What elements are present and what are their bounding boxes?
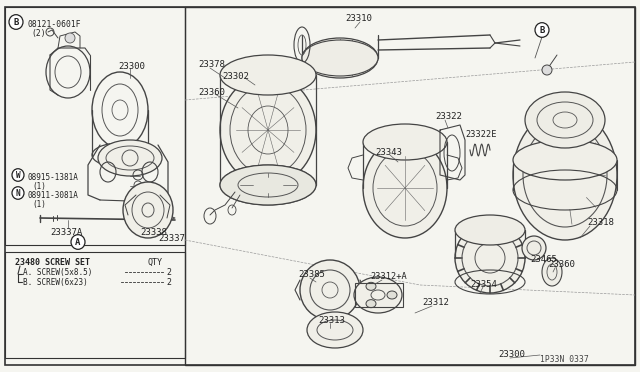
Ellipse shape [71, 235, 85, 249]
Text: B: B [13, 17, 19, 26]
Text: 23338: 23338 [140, 228, 167, 237]
Ellipse shape [12, 169, 24, 181]
Ellipse shape [98, 140, 162, 176]
Ellipse shape [354, 277, 402, 313]
Text: 23300: 23300 [498, 350, 525, 359]
Bar [5, 252, 185, 358]
Ellipse shape [302, 40, 378, 76]
Text: 08915-1381A: 08915-1381A [28, 173, 79, 182]
Text: 23480 SCREW SET: 23480 SCREW SET [15, 258, 90, 267]
Text: 23337A: 23337A [50, 228, 83, 237]
Ellipse shape [65, 33, 75, 43]
Text: 2: 2 [166, 278, 171, 287]
Ellipse shape [513, 140, 617, 180]
Text: 23385: 23385 [298, 270, 325, 279]
Text: 23302: 23302 [222, 72, 249, 81]
Text: 23310: 23310 [345, 14, 372, 23]
Text: 23313: 23313 [318, 316, 345, 325]
Text: 2: 2 [166, 268, 171, 277]
Text: 23360: 23360 [548, 260, 575, 269]
Text: 23300: 23300 [118, 62, 145, 71]
Ellipse shape [387, 291, 397, 299]
Ellipse shape [300, 260, 360, 320]
Text: 23360: 23360 [198, 88, 225, 97]
Ellipse shape [542, 65, 552, 75]
Text: 23312+A: 23312+A [370, 272, 407, 281]
Text: (2): (2) [31, 29, 45, 38]
Ellipse shape [123, 182, 173, 238]
Ellipse shape [525, 92, 605, 148]
Text: 23337: 23337 [158, 234, 185, 243]
Ellipse shape [363, 124, 447, 160]
Ellipse shape [522, 236, 546, 260]
Text: 23354: 23354 [470, 280, 497, 289]
Text: 08121-0601F: 08121-0601F [27, 20, 81, 29]
Ellipse shape [302, 38, 378, 78]
Ellipse shape [535, 23, 549, 37]
Text: 23318: 23318 [587, 218, 614, 227]
Ellipse shape [220, 165, 316, 205]
Text: 08911-3081A: 08911-3081A [28, 191, 79, 200]
Text: A: A [76, 237, 81, 247]
Ellipse shape [513, 110, 617, 240]
Ellipse shape [12, 187, 24, 199]
Ellipse shape [220, 75, 316, 185]
Ellipse shape [307, 312, 363, 348]
Ellipse shape [366, 282, 376, 290]
Text: 23322: 23322 [435, 112, 462, 121]
Bar [355, 283, 403, 307]
Text: QTY: QTY [148, 258, 163, 267]
Bar [185, 7, 635, 365]
Ellipse shape [220, 55, 316, 95]
Ellipse shape [9, 15, 23, 29]
Text: W: W [16, 170, 20, 180]
Text: N: N [16, 189, 20, 198]
Ellipse shape [220, 165, 316, 205]
Text: 23312: 23312 [422, 298, 449, 307]
Text: 23343: 23343 [375, 148, 402, 157]
Text: 23378: 23378 [198, 60, 225, 69]
Ellipse shape [363, 138, 447, 238]
Text: (1): (1) [32, 200, 46, 209]
Ellipse shape [366, 300, 376, 308]
Text: 23322E: 23322E [465, 130, 497, 139]
Ellipse shape [455, 223, 525, 293]
Text: 23465: 23465 [530, 255, 557, 264]
Text: B: B [540, 26, 545, 35]
Bar [5, 7, 185, 245]
Text: (1): (1) [32, 182, 46, 191]
Ellipse shape [455, 215, 525, 245]
Text: B. SCREW(6x23): B. SCREW(6x23) [23, 278, 88, 287]
Text: 1P33N 0337: 1P33N 0337 [540, 355, 589, 364]
Ellipse shape [542, 258, 562, 286]
Text: A. SCREW(5x8.5): A. SCREW(5x8.5) [23, 268, 92, 277]
